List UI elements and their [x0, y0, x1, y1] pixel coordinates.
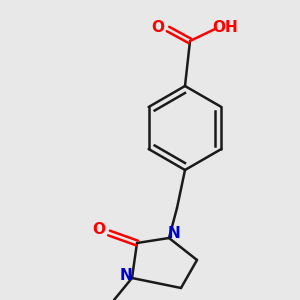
Text: O: O: [92, 223, 106, 238]
Text: OH: OH: [212, 20, 238, 34]
Text: N: N: [168, 226, 180, 241]
Text: N: N: [120, 268, 132, 284]
Text: O: O: [152, 20, 164, 34]
